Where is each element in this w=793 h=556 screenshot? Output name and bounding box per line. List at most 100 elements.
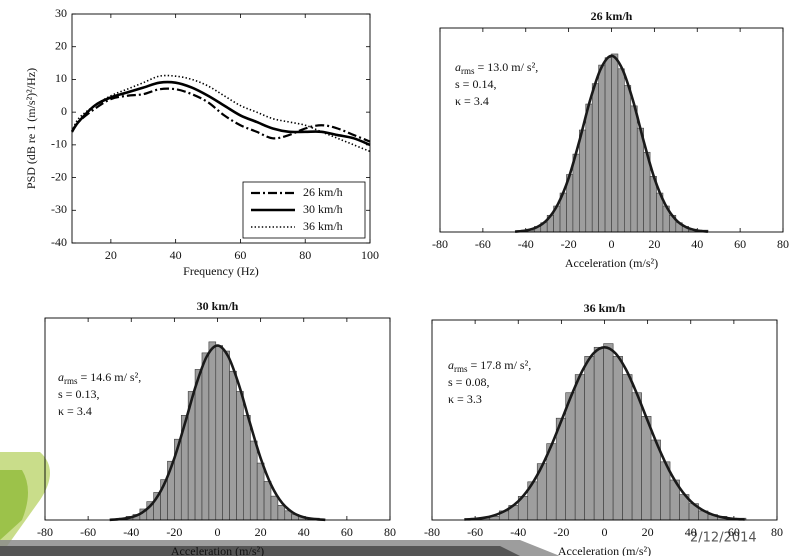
plot-frame [44,317,391,521]
x-tick-label: 60 [734,237,746,251]
x-tick-label: -60 [80,525,96,539]
histogram-bar [603,343,614,521]
psd-line [71,74,371,153]
histogram-bar [572,153,580,233]
histogram-bar [641,416,652,521]
histogram-bar [631,392,642,521]
x-axis-label: Acceleration (m/s²) [558,544,651,556]
annotation-part: s = 0.08, [448,375,489,389]
legend-label: 30 km/h [303,202,343,216]
histogram-bar [256,462,265,521]
slide-date: 2/12/2014 [690,531,757,546]
histogram-bar [593,346,604,521]
histogram-bar [617,68,625,233]
histogram-bar [584,356,595,521]
histogram-bar [636,127,644,233]
x-tick-label: 20 [648,237,660,251]
x-tick-label: 100 [361,248,379,262]
histogram-bar [585,103,593,233]
histogram-bar [236,391,244,521]
x-axis-label: Acceleration (m/s²) [565,256,658,270]
x-tick-label: 40 [691,237,703,251]
x-tick-label: 80 [384,525,396,539]
x-tick-label: 20 [105,248,117,262]
annotation: κ = 3.3 [448,392,482,406]
plot-frame [439,27,784,233]
psd-line [70,80,371,147]
annotation-part: a [448,358,454,372]
psd-line [71,87,371,143]
fit-curve [464,345,745,521]
legend-label: 26 km/h [303,185,343,199]
x-axis-label: Acceleration (m/s²) [171,544,264,556]
x-tick-label: 0 [215,525,221,539]
y-tick-label: 30 [55,6,67,20]
annotation-part: κ = 3.4 [58,404,92,418]
histogram-bar [222,350,230,521]
chart-title: 30 km/h [197,299,239,313]
legend: 26 km/h 30 km/h 36 km/h [242,181,366,239]
x-axis-label: Frequency (Hz) [183,264,259,278]
annotation-part: = 17.8 m/ s², [468,358,532,372]
x-tick-label: -80 [37,525,53,539]
histogram-bar [229,370,237,521]
x-tick-label: -80 [424,525,440,539]
annotation-part: rms [64,376,78,386]
histogram-bar [249,440,258,521]
histogram-bar [277,505,286,521]
annotation-part: rms [454,364,468,374]
annotation: κ = 3.4 [58,404,92,418]
histogram-bar [270,495,279,521]
histogram-bar [604,57,612,233]
chart: 26 km/h -80 -60 -40 -20 0 20 40 60 80 Acceleration… [432,9,789,270]
y-tick-label: -30 [51,202,67,216]
annotation-part: s = 0.14, [455,77,496,91]
y-tick-label: 10 [55,71,67,85]
histogram-bar [263,481,272,521]
x-tick-label: -40 [510,525,526,539]
annotation: arms = 17.8 m/ s², [448,358,531,374]
x-tick-label: 60 [234,248,246,262]
x-tick-label: 20 [642,525,654,539]
x-tick-label: -60 [467,525,483,539]
x-tick-label: 80 [777,237,789,251]
x-tick-label: 40 [170,248,182,262]
plot-frame [431,319,778,521]
histogram-bar [574,374,585,521]
x-tick-label: -40 [518,237,534,251]
plot-frame [71,13,371,244]
histogram-bar [565,392,576,521]
annotation-part: s = 0.13, [58,387,99,401]
y-tick-label: -10 [51,137,67,151]
histogram-bar [624,85,632,233]
chart-title: 26 km/h [591,9,633,23]
histogram-bar [622,374,633,521]
histogram-bar [194,369,203,521]
chart: 36 km/h -80 -60 -40 -20 0 20 40 60 80 Acceleration… [424,301,783,556]
annotation-part: rms [461,66,475,76]
annotation: κ = 3.4 [455,94,489,108]
chart-title: 36 km/h [584,301,626,315]
x-tick-label: -20 [553,525,569,539]
annotation-part: κ = 3.4 [455,94,489,108]
x-tick-label: 40 [685,525,697,539]
bottom-band-dark [0,546,520,556]
histogram-bar [579,129,587,233]
x-tick-label: 0 [609,237,615,251]
x-tick-label: -20 [166,525,182,539]
y-tick-label: 20 [55,38,67,52]
annotation: s = 0.08, [448,375,489,389]
histogram-bar [591,83,599,233]
x-tick-label: -40 [123,525,139,539]
annotation: arms = 13.0 m/ s², [455,60,538,76]
y-axis-label: PSD (dB re 1 (m/s²)²/Hz) [24,68,38,189]
x-tick-label: 0 [602,525,608,539]
histogram-bar [208,341,217,521]
annotation-part: κ = 3.3 [448,392,482,406]
x-tick-label: 40 [298,525,310,539]
annotation: s = 0.13, [58,387,99,401]
histogram-bar [630,105,638,233]
histogram-bar [243,415,251,521]
slide-decoration [0,452,560,556]
